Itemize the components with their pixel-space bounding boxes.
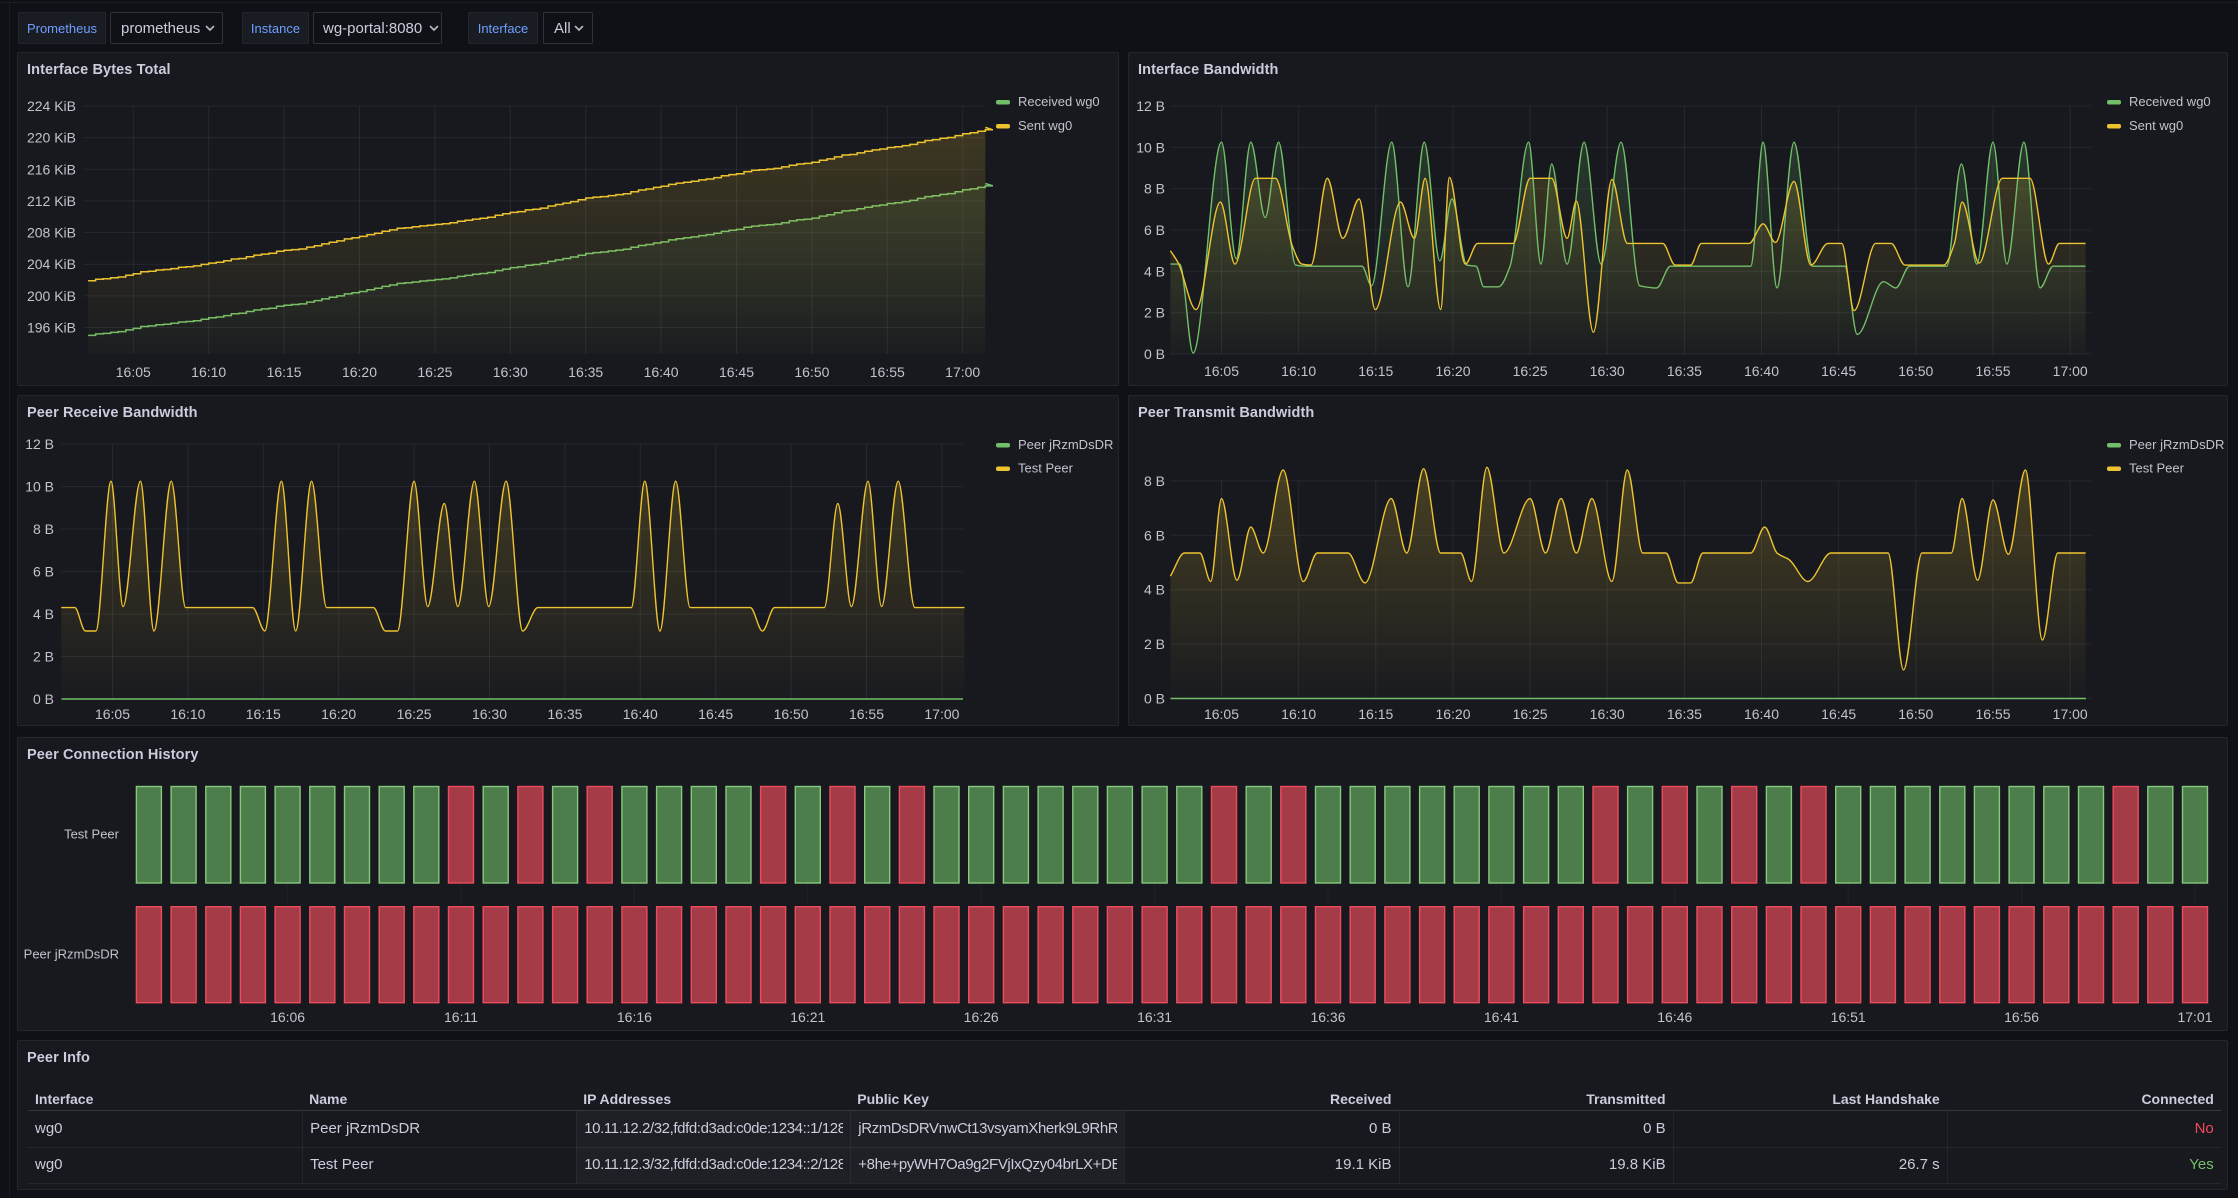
- svg-text:16:30: 16:30: [493, 364, 528, 380]
- svg-text:Test Peer: Test Peer: [2129, 461, 2185, 476]
- svg-text:Test Peer: Test Peer: [64, 827, 120, 842]
- svg-text:16:25: 16:25: [1513, 706, 1548, 722]
- svg-text:16:45: 16:45: [1821, 363, 1856, 379]
- svg-text:12 B: 12 B: [1136, 98, 1165, 114]
- svg-text:16:05: 16:05: [95, 706, 130, 722]
- svg-text:16:30: 16:30: [1590, 706, 1625, 722]
- svg-text:16:40: 16:40: [623, 706, 658, 722]
- svg-text:16:10: 16:10: [1281, 363, 1316, 379]
- svg-text:16:35: 16:35: [1667, 706, 1702, 722]
- svg-text:Received wg0: Received wg0: [1018, 94, 1100, 109]
- svg-text:16:25: 16:25: [397, 706, 432, 722]
- svg-text:2 B: 2 B: [33, 649, 54, 665]
- svg-text:16:20: 16:20: [321, 706, 356, 722]
- svg-text:16:05: 16:05: [116, 364, 151, 380]
- svg-text:16:45: 16:45: [698, 706, 733, 722]
- svg-text:6 B: 6 B: [1144, 527, 1165, 543]
- svg-text:17:01: 17:01: [2177, 1009, 2212, 1025]
- svg-text:17:00: 17:00: [2053, 706, 2088, 722]
- svg-text:16:20: 16:20: [342, 364, 377, 380]
- svg-text:16:15: 16:15: [1358, 706, 1393, 722]
- svg-text:16:55: 16:55: [849, 706, 884, 722]
- svg-text:16:25: 16:25: [1513, 363, 1548, 379]
- svg-text:16:56: 16:56: [2004, 1009, 2039, 1025]
- svg-text:0 B: 0 B: [1144, 691, 1165, 707]
- svg-text:Peer jRzmDsDR: Peer jRzmDsDR: [1018, 437, 1113, 452]
- svg-text:216 KiB: 216 KiB: [27, 161, 76, 177]
- svg-text:6 B: 6 B: [1144, 222, 1165, 238]
- svg-text:16:50: 16:50: [1898, 706, 1933, 722]
- svg-text:16:15: 16:15: [267, 364, 302, 380]
- svg-text:2 B: 2 B: [1144, 305, 1165, 321]
- svg-text:8 B: 8 B: [1144, 181, 1165, 197]
- svg-text:16:35: 16:35: [568, 364, 603, 380]
- svg-text:16:46: 16:46: [1657, 1009, 1692, 1025]
- svg-text:16:16: 16:16: [617, 1009, 652, 1025]
- svg-text:200 KiB: 200 KiB: [27, 288, 76, 304]
- svg-text:220 KiB: 220 KiB: [27, 130, 76, 146]
- svg-text:16:36: 16:36: [1310, 1009, 1345, 1025]
- svg-text:Sent wg0: Sent wg0: [2129, 118, 2183, 133]
- svg-text:Test Peer: Test Peer: [1018, 461, 1074, 476]
- svg-text:16:21: 16:21: [790, 1009, 825, 1025]
- svg-text:16:20: 16:20: [1435, 706, 1470, 722]
- svg-text:16:11: 16:11: [444, 1009, 478, 1025]
- svg-text:17:00: 17:00: [924, 706, 959, 722]
- svg-text:16:10: 16:10: [191, 364, 226, 380]
- svg-text:16:45: 16:45: [719, 364, 754, 380]
- svg-text:208 KiB: 208 KiB: [27, 225, 76, 241]
- svg-text:16:06: 16:06: [270, 1009, 305, 1025]
- svg-text:Sent wg0: Sent wg0: [1018, 118, 1072, 133]
- svg-text:16:51: 16:51: [1831, 1009, 1866, 1025]
- svg-text:8 B: 8 B: [1144, 473, 1165, 489]
- svg-text:17:00: 17:00: [945, 364, 980, 380]
- svg-text:16:10: 16:10: [1281, 706, 1316, 722]
- svg-text:16:35: 16:35: [1667, 363, 1702, 379]
- svg-text:16:15: 16:15: [1358, 363, 1393, 379]
- svg-text:16:55: 16:55: [1975, 363, 2010, 379]
- svg-text:4 B: 4 B: [1144, 582, 1165, 598]
- svg-text:196 KiB: 196 KiB: [27, 320, 76, 336]
- svg-text:2 B: 2 B: [1144, 636, 1165, 652]
- svg-text:4 B: 4 B: [1144, 263, 1165, 279]
- svg-text:6 B: 6 B: [33, 564, 54, 580]
- svg-text:16:40: 16:40: [1744, 706, 1779, 722]
- svg-text:17:00: 17:00: [2053, 363, 2088, 379]
- svg-text:16:50: 16:50: [774, 706, 809, 722]
- svg-text:16:50: 16:50: [1898, 363, 1933, 379]
- svg-text:16:55: 16:55: [870, 364, 905, 380]
- svg-text:16:40: 16:40: [1744, 363, 1779, 379]
- svg-text:16:05: 16:05: [1204, 706, 1239, 722]
- svg-text:10 B: 10 B: [25, 479, 54, 495]
- svg-text:0 B: 0 B: [33, 691, 54, 707]
- svg-text:212 KiB: 212 KiB: [27, 193, 76, 209]
- svg-text:224 KiB: 224 KiB: [27, 98, 76, 114]
- svg-text:12 B: 12 B: [25, 436, 54, 452]
- svg-text:16:41: 16:41: [1484, 1009, 1519, 1025]
- svg-text:16:45: 16:45: [1821, 706, 1856, 722]
- svg-text:16:26: 16:26: [964, 1009, 999, 1025]
- svg-text:16:20: 16:20: [1435, 363, 1470, 379]
- svg-text:16:10: 16:10: [170, 706, 205, 722]
- svg-text:16:30: 16:30: [1590, 363, 1625, 379]
- svg-text:16:55: 16:55: [1975, 706, 2010, 722]
- svg-text:0 B: 0 B: [1144, 346, 1165, 362]
- svg-text:4 B: 4 B: [33, 606, 54, 622]
- svg-text:Peer jRzmDsDR: Peer jRzmDsDR: [2129, 437, 2224, 452]
- svg-text:8 B: 8 B: [33, 521, 54, 537]
- svg-text:16:05: 16:05: [1204, 363, 1239, 379]
- svg-text:16:40: 16:40: [644, 364, 679, 380]
- svg-text:Received wg0: Received wg0: [2129, 94, 2211, 109]
- svg-text:16:25: 16:25: [417, 364, 452, 380]
- svg-text:16:15: 16:15: [246, 706, 281, 722]
- svg-text:10 B: 10 B: [1136, 139, 1165, 155]
- svg-text:16:35: 16:35: [547, 706, 582, 722]
- svg-text:16:30: 16:30: [472, 706, 507, 722]
- svg-text:16:50: 16:50: [794, 364, 829, 380]
- svg-text:204 KiB: 204 KiB: [27, 256, 76, 272]
- svg-text:16:31: 16:31: [1137, 1009, 1172, 1025]
- svg-text:Peer jRzmDsDR: Peer jRzmDsDR: [24, 947, 119, 962]
